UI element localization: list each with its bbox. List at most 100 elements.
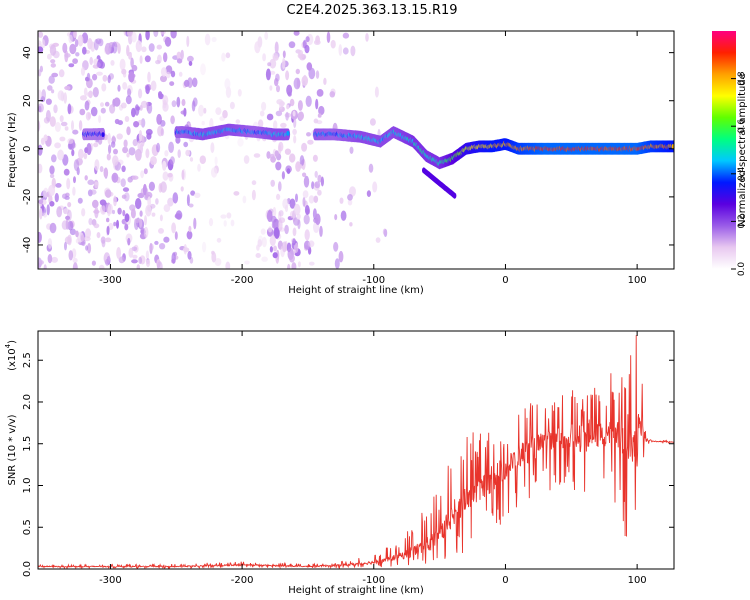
- heatmap-cell: [77, 197, 83, 204]
- heatmap-cell: [167, 172, 173, 178]
- heatmap-cell: [133, 121, 140, 128]
- heatmap-cell: [62, 154, 69, 166]
- heatmap-cell: [124, 223, 129, 231]
- heatmap-cell: [122, 187, 130, 192]
- heatmap-cell: [313, 195, 319, 203]
- snr-x-tick-label: 0: [502, 575, 508, 586]
- heatmap-cell: [60, 91, 65, 102]
- heatmap-cell: [308, 195, 315, 204]
- heatmap-cell: [105, 189, 112, 198]
- snr-x-tick-label: -200: [231, 575, 254, 586]
- heatmap-cell: [211, 251, 217, 263]
- heatmap-cell: [301, 142, 308, 152]
- heatmap-cell: [131, 246, 138, 252]
- heatmap-cell: [159, 243, 166, 250]
- heatmap-cell: [156, 44, 162, 50]
- heatmap-cell: [168, 141, 175, 153]
- heatmap-cell: [149, 243, 154, 251]
- heatmap-cell: [202, 241, 207, 253]
- heatmap-cell: [174, 231, 178, 240]
- heatmap-cell: [63, 92, 67, 104]
- heatmap-cell: [269, 70, 276, 75]
- heatmap-cell: [269, 246, 273, 253]
- heatmap-cell: [153, 31, 159, 38]
- heatmap-cell: [251, 189, 256, 201]
- heatmap-cell: [47, 254, 53, 264]
- heatmap-cell: [342, 47, 349, 55]
- heatmap-cell: [131, 259, 138, 264]
- heatmap-cell: [349, 222, 353, 227]
- heatmap-cell: [278, 210, 284, 217]
- spectrogram-x-tick-label: -200: [231, 275, 254, 286]
- heatmap-cell: [293, 203, 301, 216]
- heatmap-cell: [120, 102, 127, 109]
- heatmap-cell: [126, 126, 131, 136]
- heatmap-cell: [303, 175, 310, 188]
- heatmap-cell: [177, 149, 181, 159]
- heatmap-cell: [104, 237, 112, 243]
- heatmap-cell: [278, 141, 284, 152]
- heatmap-cell: [312, 154, 318, 162]
- snr-panel: -300 -200 -100 0 100 0.0 0.5 1.0 1.5 2.0 2.5 Heig…: [4, 330, 675, 596]
- heatmap-cell: [304, 205, 310, 215]
- heatmap-cell: [192, 97, 198, 107]
- figure-title: C2E4.2025.363.13.15.R19: [286, 3, 457, 18]
- heatmap-cell: [298, 111, 304, 121]
- heatmap-cell: [46, 204, 50, 216]
- heatmap-cell: [72, 262, 78, 269]
- snr-multiplier-base: (x10: [7, 348, 18, 371]
- heatmap-cell: [226, 212, 232, 219]
- heatmap-cell: [159, 214, 163, 222]
- heatmap-cell: [273, 245, 277, 252]
- heatmap-cell: [268, 226, 273, 233]
- heatmap-cell: [171, 252, 176, 264]
- heatmap-cell: [143, 226, 149, 238]
- heatmap-cell: [313, 118, 319, 124]
- colorbar-tick-label: 0.6: [737, 119, 747, 134]
- snr-x-axis-label: Height of straight line (km): [288, 585, 424, 596]
- heatmap-cell: [188, 203, 194, 208]
- heatmap-cell: [38, 103, 44, 113]
- heatmap-cell: [199, 155, 206, 164]
- heatmap-cell: [57, 149, 64, 161]
- heatmap-cell: [257, 239, 263, 248]
- heatmap-cell: [180, 49, 184, 60]
- snr-multiplier-exponent: 4: [4, 343, 12, 348]
- heatmap-cell: [140, 100, 148, 108]
- heatmap-cell: [99, 199, 107, 206]
- heatmap-cell: [51, 256, 58, 263]
- heatmap-cell: [176, 96, 181, 108]
- heatmap-cell: [104, 101, 110, 107]
- heatmap-cell: [171, 222, 177, 234]
- spectrogram-y-axis-label: Frequency (Hz): [7, 112, 18, 188]
- heatmap-cell: [340, 210, 347, 221]
- heatmap-cell: [350, 45, 356, 57]
- heatmap-cell: [292, 110, 296, 117]
- heatmap-cell: [169, 156, 175, 165]
- heatmap-cell: [80, 95, 87, 101]
- heatmap-cell: [69, 43, 77, 55]
- heatmap-cell: [45, 110, 51, 122]
- signal-core: [286, 131, 290, 136]
- heatmap-cell: [275, 73, 280, 82]
- heatmap-cell: [139, 55, 143, 64]
- heatmap-cell: [253, 153, 261, 158]
- heatmap-cell: [145, 84, 150, 95]
- heatmap-cell: [96, 71, 103, 76]
- heatmap-cell: [64, 241, 67, 251]
- signal-core: [101, 132, 105, 138]
- heatmap-cell: [149, 203, 156, 209]
- heatmap-cell: [145, 259, 151, 267]
- heatmap-cell: [92, 199, 99, 209]
- heatmap-cell: [116, 247, 121, 259]
- heatmap-cell: [330, 39, 336, 49]
- heatmap-cell: [307, 139, 314, 145]
- heatmap-cell: [288, 41, 296, 49]
- heatmap-cell: [279, 101, 285, 107]
- heatmap-cell: [128, 247, 134, 258]
- heatmap-cell: [92, 87, 99, 98]
- snr-y-tick-label: 2.5: [22, 352, 33, 368]
- heatmap-cell: [49, 201, 55, 207]
- heatmap-cell: [284, 224, 289, 235]
- heatmap-cell: [145, 31, 150, 41]
